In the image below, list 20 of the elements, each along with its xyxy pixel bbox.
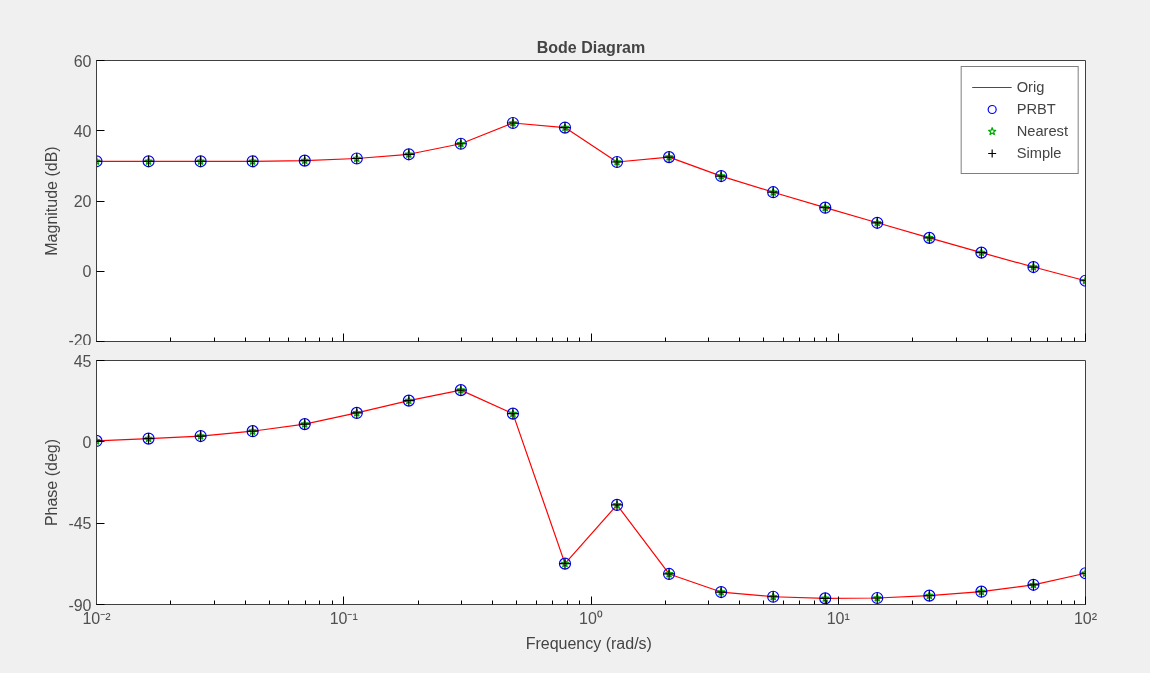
y-tick-label: -20 xyxy=(68,331,92,349)
chart-title: Bode Diagram xyxy=(536,38,646,56)
legend-label: Orig xyxy=(1016,79,1045,95)
y-tick-label: 40 xyxy=(73,122,92,140)
x-tick-label: 10⁻¹ xyxy=(329,609,358,627)
x-tick-label: 10¹ xyxy=(826,609,850,627)
y-axis-title: Magnitude (dB) xyxy=(43,146,61,256)
x-tick-label: 10⁰ xyxy=(579,609,603,627)
y-tick-label: 60 xyxy=(73,52,92,70)
legend-label: Nearest xyxy=(1016,123,1068,139)
y-tick-label: -45 xyxy=(68,515,92,533)
y-axis-title: Phase (deg) xyxy=(43,438,61,527)
legend-label: Simple xyxy=(1016,145,1062,161)
y-tick-label: 45 xyxy=(73,352,92,370)
y-tick-label: 20 xyxy=(73,193,92,210)
x-tick-label: 10² xyxy=(1073,609,1098,627)
legend-label: PRBT xyxy=(1016,101,1056,117)
x-axis-title: Frequency (rad/s) xyxy=(525,634,652,652)
y-tick-label: 0 xyxy=(82,263,92,281)
y-tick-label: 0 xyxy=(82,433,92,451)
